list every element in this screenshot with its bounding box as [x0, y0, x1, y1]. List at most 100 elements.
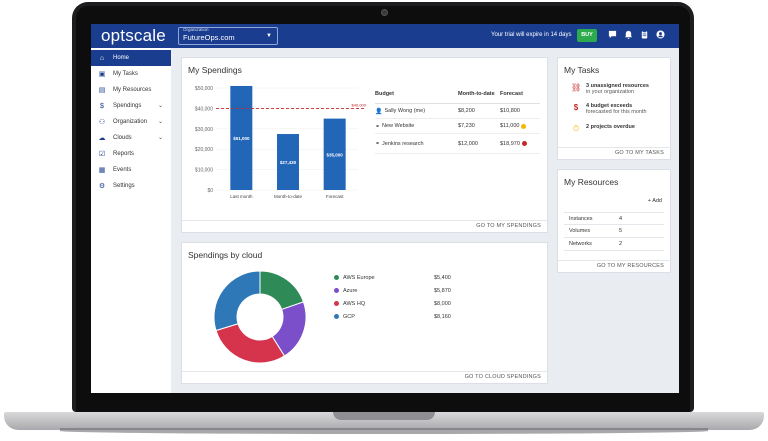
- chevron-down-icon: ⌄: [157, 119, 163, 125]
- add-resource-button[interactable]: + Add: [647, 198, 662, 204]
- sidebar-item-label: Clouds: [113, 135, 132, 141]
- budget-forecast: $10,800: [500, 108, 520, 114]
- card-footer: GO TO CLOUD SPENDINGS: [182, 371, 547, 383]
- app-logo[interactable]: optscale: [101, 26, 166, 45]
- bell-icon[interactable]: [623, 30, 633, 40]
- budget-name[interactable]: Sally Wong (me): [384, 108, 426, 114]
- sidebar-item-label: Reports: [113, 151, 135, 157]
- sidebar-item-label: Settings: [113, 183, 135, 189]
- card-title: My Spendings: [188, 65, 242, 75]
- bar-data-label: $27,430: [280, 160, 297, 165]
- camera-icon: [381, 9, 388, 16]
- cloud-icon: ☁: [98, 135, 106, 142]
- sidebar-item-home[interactable]: ⌂ Home: [91, 50, 171, 66]
- organization-label: Organization: [183, 27, 209, 32]
- legend-label: Azure: [343, 287, 358, 294]
- top-bar: optscale Organization FutureOps.com ▼ Yo…: [91, 24, 679, 48]
- legend-label: AWS HQ: [343, 300, 366, 307]
- sidebar-item-settings[interactable]: ⚙ Settings: [91, 178, 171, 194]
- legend-row[interactable]: AWS HQ $8,000: [334, 297, 474, 310]
- chevron-down-icon: ▼: [266, 33, 272, 39]
- legend-label: GCP: [343, 313, 355, 320]
- dollar-icon: $: [573, 103, 579, 112]
- budget-table: Budget Month-to-date Forecast 👤 Sally Won…: [375, 84, 540, 154]
- buy-button[interactable]: BUY: [577, 29, 597, 42]
- x-tick-label: Forecast: [326, 194, 344, 199]
- budget-mtd: $8,200: [458, 108, 475, 114]
- trial-notice: Your trial will expire in 14 days: [491, 32, 572, 38]
- sidebar: ⌂ Home ▣ My Tasks ▤ My Resources $ Spend…: [91, 48, 171, 393]
- resources-icon: ▤: [98, 87, 106, 94]
- card-title: Spendings by cloud: [188, 250, 263, 260]
- legend-swatch: [334, 301, 339, 306]
- pie-slice: [215, 323, 286, 364]
- card-title: My Resources: [564, 177, 619, 187]
- table-row[interactable]: Instances 4: [564, 212, 664, 225]
- legend-row[interactable]: GCP $8,160: [334, 310, 474, 323]
- sidebar-item-label: Organization: [113, 119, 148, 125]
- y-tick-label: $0: [207, 188, 213, 194]
- organization-icon: ⚇: [98, 119, 106, 126]
- sidebar-item-reports[interactable]: ☑ Reports: [91, 146, 171, 162]
- chevron-down-icon: ⌄: [157, 135, 163, 141]
- sidebar-item-my-resources[interactable]: ▤ My Resources: [91, 82, 171, 98]
- task-title: 3 unassigned resources: [586, 83, 649, 89]
- my-tasks-card: My Tasks ⛓ 3 unassigned resources in you…: [557, 57, 671, 160]
- budget-name[interactable]: New Website: [382, 123, 415, 129]
- spendings-by-cloud-card: Spendings by cloud AWS Europe $5,400 Azu…: [181, 242, 548, 384]
- sidebar-item-label: Spendings: [113, 103, 142, 109]
- x-tick-label: Last month: [230, 194, 253, 199]
- bar: [323, 118, 346, 190]
- app-screen: optscale Organization FutureOps.com ▼ Yo…: [91, 24, 679, 393]
- card-footer: GO TO MY SPENDINGS: [182, 220, 547, 232]
- go-to-my-tasks-link[interactable]: GO TO MY TASKS: [614, 150, 664, 156]
- sidebar-item-clouds[interactable]: ☁ Clouds ⌄: [91, 130, 171, 146]
- sidebar-item-my-tasks[interactable]: ▣ My Tasks: [91, 66, 171, 82]
- sidebar-item-organization[interactable]: ⚇ Organization ⌄: [91, 114, 171, 130]
- legend-value: $8,000: [434, 300, 451, 307]
- legend-row[interactable]: Azure $5,870: [334, 284, 474, 297]
- table-row[interactable]: Volumes 5: [564, 225, 664, 238]
- project-icon: ⚭: [375, 123, 381, 130]
- y-tick-label: $30,000: [195, 127, 213, 133]
- account-icon[interactable]: [655, 30, 665, 40]
- cloud-donut-chart: [213, 270, 307, 364]
- table-row[interactable]: ⚭ Jenkins research $12,000 $18,970: [375, 134, 540, 154]
- budget-mtd: $7,230: [458, 123, 475, 129]
- budget-name[interactable]: Jenkins research: [382, 140, 424, 147]
- legend-row[interactable]: AWS Europe $5,400: [334, 271, 474, 284]
- table-row[interactable]: Networks 2: [564, 238, 664, 251]
- user-icon: 👤: [375, 108, 383, 115]
- card-title: My Tasks: [564, 65, 600, 75]
- pie-slice: [213, 270, 261, 332]
- organization-select[interactable]: Organization FutureOps.com ▼: [178, 27, 278, 45]
- warning-status-dot: [521, 123, 527, 129]
- sidebar-item-events[interactable]: ▦ Events: [91, 162, 171, 178]
- table-row[interactable]: ⚭ New Website $7,230 $11,000: [375, 119, 540, 134]
- cloud-legend: AWS Europe $5,400 Azure $5,870 AWS HQ $8…: [334, 271, 474, 323]
- reports-icon: ☑: [98, 151, 106, 158]
- go-to-my-resources-link[interactable]: GO TO MY RESOURCES: [596, 263, 664, 269]
- go-to-my-spendings-link[interactable]: GO TO MY SPENDINGS: [476, 223, 541, 229]
- top-icons: [607, 30, 665, 40]
- chat-icon[interactable]: [607, 30, 617, 40]
- laptop-shadow: [60, 428, 708, 434]
- go-to-cloud-spendings-link[interactable]: GO TO CLOUD SPENDINGS: [464, 374, 541, 380]
- table-row[interactable]: 👤 Sally Wong (me) $8,200 $10,800: [375, 104, 540, 119]
- chevron-down-icon: ⌄: [157, 103, 163, 109]
- resources-table: Instances 4 Volumes 5 Networks 2: [564, 212, 664, 251]
- column-header: Budget: [375, 90, 394, 97]
- budget-forecast: $11,000: [500, 123, 520, 129]
- my-resources-card: My Resources + Add Instances 4 Volumes 5…: [557, 169, 671, 273]
- card-footer: GO TO MY RESOURCES: [558, 260, 670, 272]
- sidebar-item-spendings[interactable]: $ Spendings ⌄: [91, 98, 171, 114]
- bar: [230, 85, 253, 190]
- x-tick-label: Month-to-date: [274, 194, 303, 199]
- laptop-base: [4, 412, 764, 430]
- column-header: Forecast: [500, 90, 523, 97]
- legend-swatch: [334, 288, 339, 293]
- resource-type: Networks: [569, 241, 592, 247]
- sidebar-item-label: Events: [113, 167, 132, 173]
- clipboard-icon[interactable]: [639, 30, 649, 40]
- clock-icon: ⏱: [572, 124, 580, 133]
